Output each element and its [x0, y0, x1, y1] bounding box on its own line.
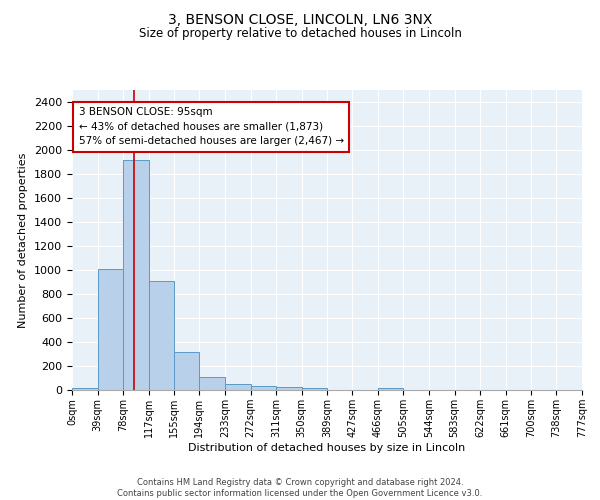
Y-axis label: Number of detached properties: Number of detached properties [19, 152, 28, 328]
Bar [276, 387, 302, 390]
Bar [302, 388, 328, 390]
Text: Contains HM Land Registry data © Crown copyright and database right 2024.
Contai: Contains HM Land Registry data © Crown c… [118, 478, 482, 498]
X-axis label: Distribution of detached houses by size in Lincoln: Distribution of detached houses by size … [188, 442, 466, 452]
Bar [199, 377, 225, 390]
Bar [149, 281, 174, 390]
Bar [72, 388, 98, 390]
Bar [98, 269, 123, 390]
Bar [174, 352, 199, 390]
Bar [378, 388, 403, 390]
Bar [123, 160, 149, 390]
Text: Size of property relative to detached houses in Lincoln: Size of property relative to detached ho… [139, 28, 461, 40]
Text: 3 BENSON CLOSE: 95sqm
← 43% of detached houses are smaller (1,873)
57% of semi-d: 3 BENSON CLOSE: 95sqm ← 43% of detached … [79, 107, 344, 146]
Text: 3, BENSON CLOSE, LINCOLN, LN6 3NX: 3, BENSON CLOSE, LINCOLN, LN6 3NX [168, 12, 432, 26]
Bar [225, 384, 251, 390]
Bar [251, 386, 276, 390]
